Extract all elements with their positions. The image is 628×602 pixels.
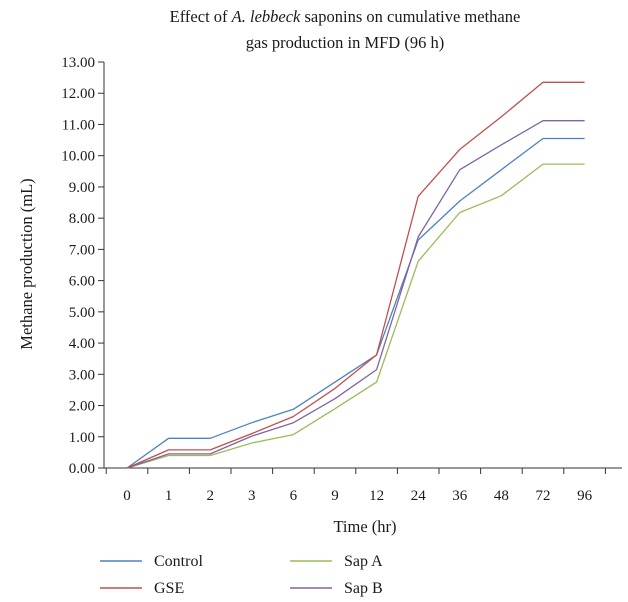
chart-title-line1: Effect of A. lebbeck saponins on cumulat… [170,7,521,26]
y-tick-label: 12.00 [61,86,95,102]
x-tick-label: 72 [536,488,551,504]
axes [103,62,622,469]
title-part: saponins on cumulative methane [300,7,520,26]
x-tick-label: 9 [331,488,339,504]
y-tick-label: 13.00 [61,55,95,71]
x-tick-label: 24 [411,488,427,504]
y-tick-label: 0.00 [69,461,95,477]
series-line-sap-a [126,163,585,469]
y-tick-label: 2.00 [69,399,95,415]
y-axis-ticks: 0.00 1.00 2.00 3.00 4.00 5.00 6.00 7.00 8.00 9.00… [61,55,104,477]
x-tick-label: 0 [123,488,131,504]
legend-label-control: Control [154,553,203,570]
y-tick-label: 8.00 [69,211,95,227]
y-tick-label: 7.00 [69,242,95,258]
series-lines [126,81,585,469]
y-tick-label: 11.00 [62,117,95,133]
x-tick-label: 1 [165,488,173,504]
legend-label-gse: GSE [154,580,184,597]
series-line-sap-b [126,120,585,469]
series-line-control [126,137,585,469]
y-tick-label: 5.00 [69,305,95,321]
y-tick-label: 1.00 [69,430,95,446]
x-tick-label: 48 [494,488,509,504]
y-axis-title: Methane production (mL) [17,178,36,349]
x-axis-title: Time (hr) [333,517,396,536]
x-tick-label: 3 [248,488,256,504]
x-tick-label: 12 [369,488,384,504]
chart-title-line2: gas production in MFD (96 h) [246,33,444,52]
y-tick-label: 4.00 [69,336,95,352]
legend-label-sap-b: Sap B [344,580,383,597]
y-tick-label: 6.00 [69,274,95,290]
legend: Control GSE Sap A Sap B [100,553,383,597]
y-tick-label: 9.00 [69,180,95,196]
series-line-gse [126,81,585,469]
y-tick-label: 3.00 [69,367,95,383]
x-tick-label: 2 [206,488,214,504]
y-tick-label: 10.00 [61,149,95,165]
x-axis-ticks: 0 1 2 3 6 9 12 24 36 48 72 96 [105,468,606,504]
legend-label-sap-a: Sap A [344,553,383,570]
x-tick-label: 6 [290,488,298,504]
x-tick-label: 96 [577,488,593,504]
x-tick-label: 36 [452,488,468,504]
title-part-italic: A. lebbeck [231,7,301,26]
title-part: Effect of [170,7,232,26]
